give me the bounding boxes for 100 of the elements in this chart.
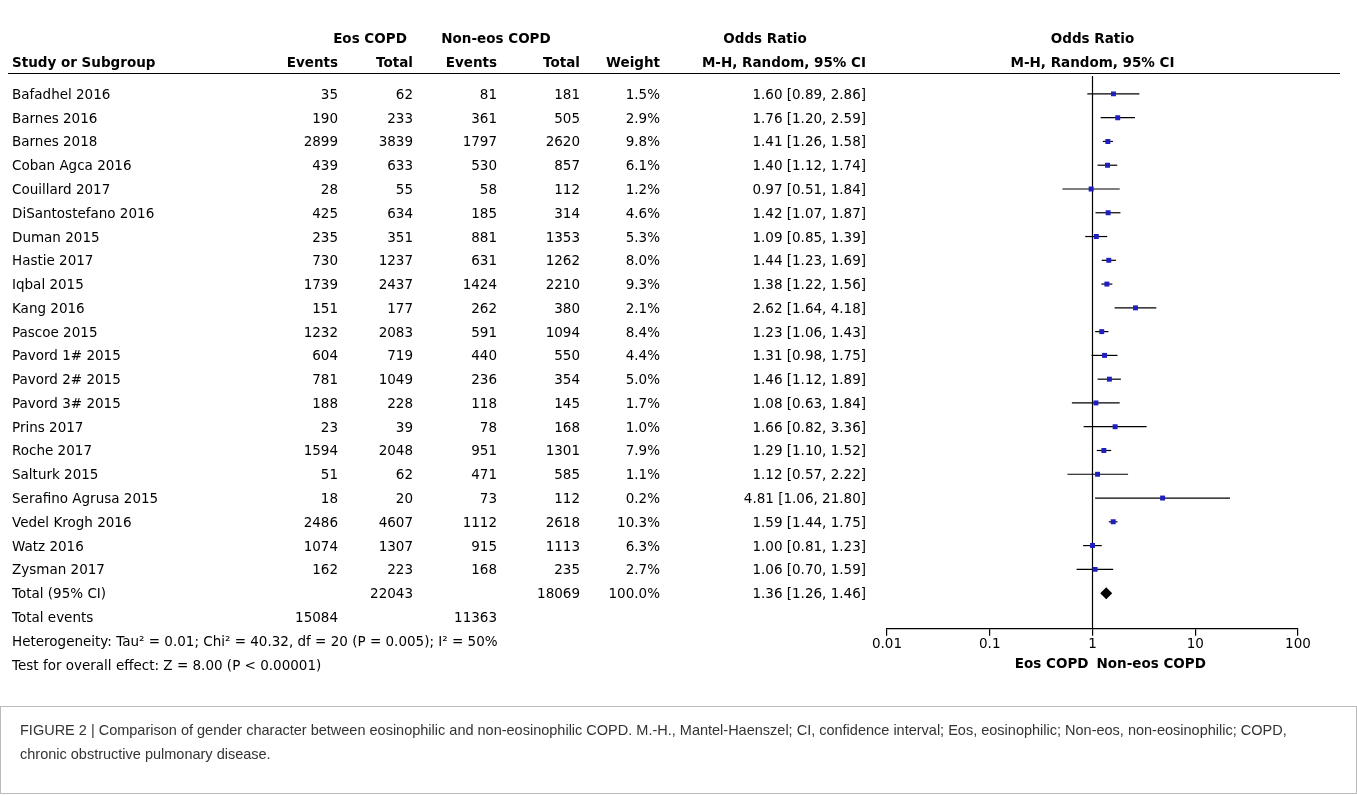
caption: FIGURE 2 | Comparison of gender character between eosinophilic and non-eosinophilic COPD. M.-H., Mantel-Haenszel; CI, confidence interval; Eos, eosinophilic; Non-eos, non-eosinophilic; COPD, chronic obstructive pulmonary disease. (20, 721, 1288, 764)
category-label: Iqbal 2015 (12, 275, 84, 294)
data-label: 2210 (545, 275, 580, 294)
data-label: 361 (471, 108, 497, 127)
text: Weight (606, 53, 660, 71)
data-label: 185 (471, 203, 497, 222)
data-label: 22043 (370, 584, 413, 603)
data-label: 188 (312, 393, 338, 412)
data-label: 9.8% (625, 132, 660, 151)
data-label: 8.0% (625, 251, 660, 270)
data-label: 1739 (303, 275, 338, 294)
data-label: 23 (320, 417, 338, 436)
data-label: 604 (312, 346, 338, 365)
data-label: 1.42 [1.07, 1.87] (752, 203, 866, 222)
data-label: 2.7% (625, 560, 660, 579)
data-label: 168 (471, 560, 497, 579)
data-label: 1.00 [0.81, 1.23] (752, 536, 866, 555)
data-label: 530 (471, 156, 497, 175)
data-label: 719 (387, 346, 413, 365)
text: Eos COPD (333, 29, 407, 47)
data-label: 1.59 [1.44, 1.75] (752, 512, 866, 531)
data-label: 35 (320, 84, 338, 103)
data-label: 62 (395, 465, 413, 484)
data-label: 18 (320, 489, 338, 508)
data-label: 6.1% (625, 156, 660, 175)
text: M-H, Random, 95% CI (701, 53, 866, 71)
data-label: 177 (387, 298, 413, 317)
data-label: 915 (471, 536, 497, 555)
data-label: 2.62 [1.64, 4.18] (752, 298, 866, 317)
data-label: 20 (395, 489, 413, 508)
x-tick-label: 1 (1088, 635, 1097, 652)
data-label: 4607 (378, 512, 413, 531)
data-label: 236 (471, 370, 497, 389)
data-label: 857 (554, 156, 580, 175)
data-label: 585 (554, 465, 580, 484)
text: Heterogeneity: Tau² = 0.01; Chi² = 40.32, df = 20 (P = 0.005); I² = 50% (12, 631, 498, 650)
data-label: 1.1% (625, 465, 660, 484)
data-label: 1.40 [1.12, 1.74] (752, 156, 866, 175)
data-label: 440 (471, 346, 497, 365)
text: Total (376, 53, 413, 71)
x-tick-label: 0.1 (979, 635, 1001, 652)
category-label: Zysman 2017 (12, 560, 105, 579)
category-label: Bafadhel 2016 (12, 84, 111, 103)
data-label: 8.4% (625, 322, 660, 341)
x-tick-label: 100 (1285, 635, 1311, 652)
chart-title: Odds Ratio (1050, 29, 1135, 47)
data-label: 262 (471, 298, 497, 317)
data-label: 162 (312, 560, 338, 579)
text: Events (445, 53, 497, 71)
data-label: 81 (479, 84, 497, 103)
data-label: 190 (312, 108, 338, 127)
data-label: 2486 (303, 512, 338, 531)
data-label: 73 (479, 489, 497, 508)
data-label: 4.6% (625, 203, 660, 222)
data-label: 591 (471, 322, 497, 341)
data-label: 1113 (545, 536, 580, 555)
data-label: 2620 (545, 132, 580, 151)
data-label: 1.06 [0.70, 1.59] (752, 560, 866, 579)
data-label: 1237 (378, 251, 413, 270)
data-label: 1594 (303, 441, 338, 460)
data-label: 2083 (378, 322, 413, 341)
data-label: 9.3% (625, 275, 660, 294)
category-label: DiSantostefano 2016 (12, 203, 155, 222)
data-label: 228 (387, 393, 413, 412)
data-label: 1.46 [1.12, 1.89] (752, 370, 866, 389)
data-label: 1094 (545, 322, 580, 341)
data-label: 1049 (378, 370, 413, 389)
data-label: 505 (554, 108, 580, 127)
data-label: 730 (312, 251, 338, 270)
category-label: Barnes 2016 (12, 108, 98, 127)
x-tick-label: 10 (1186, 635, 1204, 652)
data-label: 1797 (462, 132, 497, 151)
data-label: 1262 (545, 251, 580, 270)
data-label: 1232 (303, 322, 338, 341)
data-label: 145 (554, 393, 580, 412)
text: Non-eos COPD (1096, 655, 1206, 672)
data-label: 550 (554, 346, 580, 365)
data-label: 4.4% (625, 346, 660, 365)
data-label: 1307 (378, 536, 413, 555)
data-label: 6.3% (625, 536, 660, 555)
data-label: 2618 (545, 512, 580, 531)
category-label: Prins 2017 (12, 417, 84, 436)
data-label: 1112 (462, 512, 497, 531)
data-label: 100.0% (608, 584, 660, 603)
category-label: Pavord 2# 2015 (12, 370, 121, 389)
data-label: 1.66 [0.82, 3.36] (752, 417, 866, 436)
text: Eos COPD (1014, 655, 1089, 672)
data-label: 51 (320, 465, 338, 484)
data-label: 168 (554, 417, 580, 436)
data-label: 1.08 [0.63, 1.84] (752, 393, 866, 412)
data-label: 112 (554, 489, 580, 508)
category-label: Salturk 2015 (12, 465, 99, 484)
data-label: 1424 (462, 275, 497, 294)
data-label: 2899 (303, 132, 338, 151)
x-tick-label: 0.01 (871, 635, 903, 652)
data-label: 1301 (545, 441, 580, 460)
data-label: 471 (471, 465, 497, 484)
text: Odds Ratio (723, 29, 807, 47)
data-label: 5.3% (625, 227, 660, 246)
data-label: 951 (471, 441, 497, 460)
